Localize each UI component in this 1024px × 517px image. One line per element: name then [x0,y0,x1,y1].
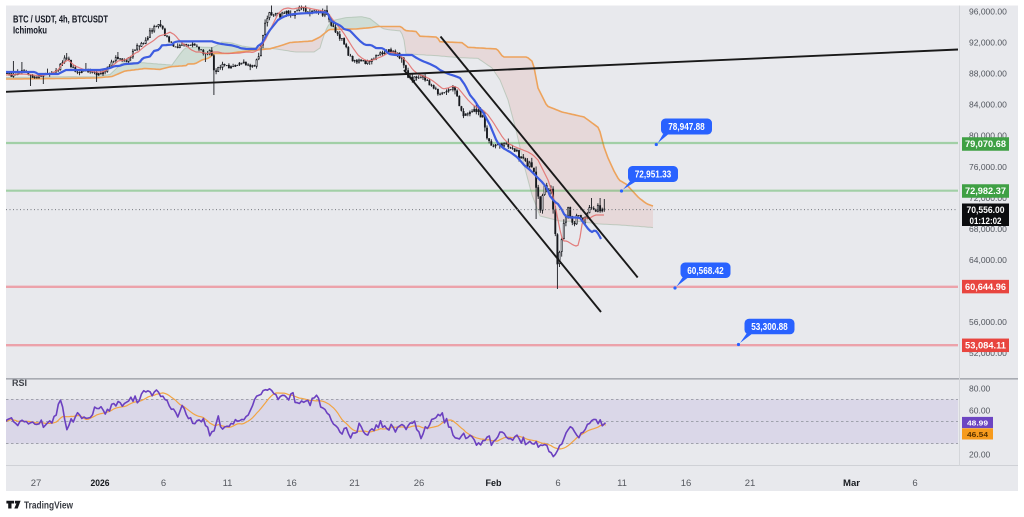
svg-text:01:12:02: 01:12:02 [970,216,1002,226]
svg-text:2026: 2026 [91,478,110,489]
svg-text:6: 6 [912,478,917,489]
svg-text:26: 26 [414,478,425,489]
svg-text:11: 11 [617,478,627,489]
svg-text:88,000.00: 88,000.00 [969,69,1007,79]
svg-text:60,568.42: 60,568.42 [687,266,724,277]
svg-text:80,000.00: 80,000.00 [969,131,1007,141]
svg-text:53,300.88: 53,300.88 [751,322,788,333]
svg-text:16: 16 [286,478,297,489]
svg-text:79,070.68: 79,070.68 [965,139,1006,149]
svg-text:60.00: 60.00 [969,406,991,416]
svg-text:11: 11 [223,478,233,489]
svg-text:27: 27 [31,478,42,489]
svg-text:BTC / USDT, 4h, BTCUSDT: BTC / USDT, 4h, BTCUSDT [13,14,108,26]
svg-text:72,982.37: 72,982.37 [965,186,1006,196]
svg-text:6: 6 [555,478,560,489]
svg-text:Mar: Mar [843,478,860,489]
svg-text:70,556.00: 70,556.00 [967,205,1005,215]
svg-text:Ichimoku: Ichimoku [13,26,47,37]
svg-text:96,000.00: 96,000.00 [969,6,1007,16]
svg-text:6: 6 [161,478,166,489]
svg-text:78,947.88: 78,947.88 [668,122,705,133]
svg-text:20.00: 20.00 [969,450,991,460]
svg-text:64,000.00: 64,000.00 [969,255,1007,265]
svg-text:21: 21 [745,478,756,489]
svg-text:72,951.33: 72,951.33 [635,170,672,181]
svg-text:92,000.00: 92,000.00 [969,37,1007,47]
svg-text:53,084.11: 53,084.11 [965,341,1006,351]
svg-text:Feb: Feb [486,478,502,489]
svg-text:52,000.00: 52,000.00 [969,348,1007,358]
svg-text:TradingView: TradingView [24,500,74,512]
svg-text:RSI: RSI [12,378,27,388]
svg-text:60,644.96: 60,644.96 [965,282,1006,292]
svg-text:56,000.00: 56,000.00 [969,317,1007,327]
svg-text:72,000.00: 72,000.00 [969,193,1007,203]
svg-text:21: 21 [349,478,360,489]
svg-text:16: 16 [681,478,692,489]
svg-text:48.99: 48.99 [967,419,988,428]
svg-text:76,000.00: 76,000.00 [969,162,1007,172]
svg-text:68,000.00: 68,000.00 [969,224,1007,234]
svg-text:80.00: 80.00 [969,384,991,394]
svg-text:46.54: 46.54 [967,430,989,439]
svg-text:84,000.00: 84,000.00 [969,100,1007,110]
